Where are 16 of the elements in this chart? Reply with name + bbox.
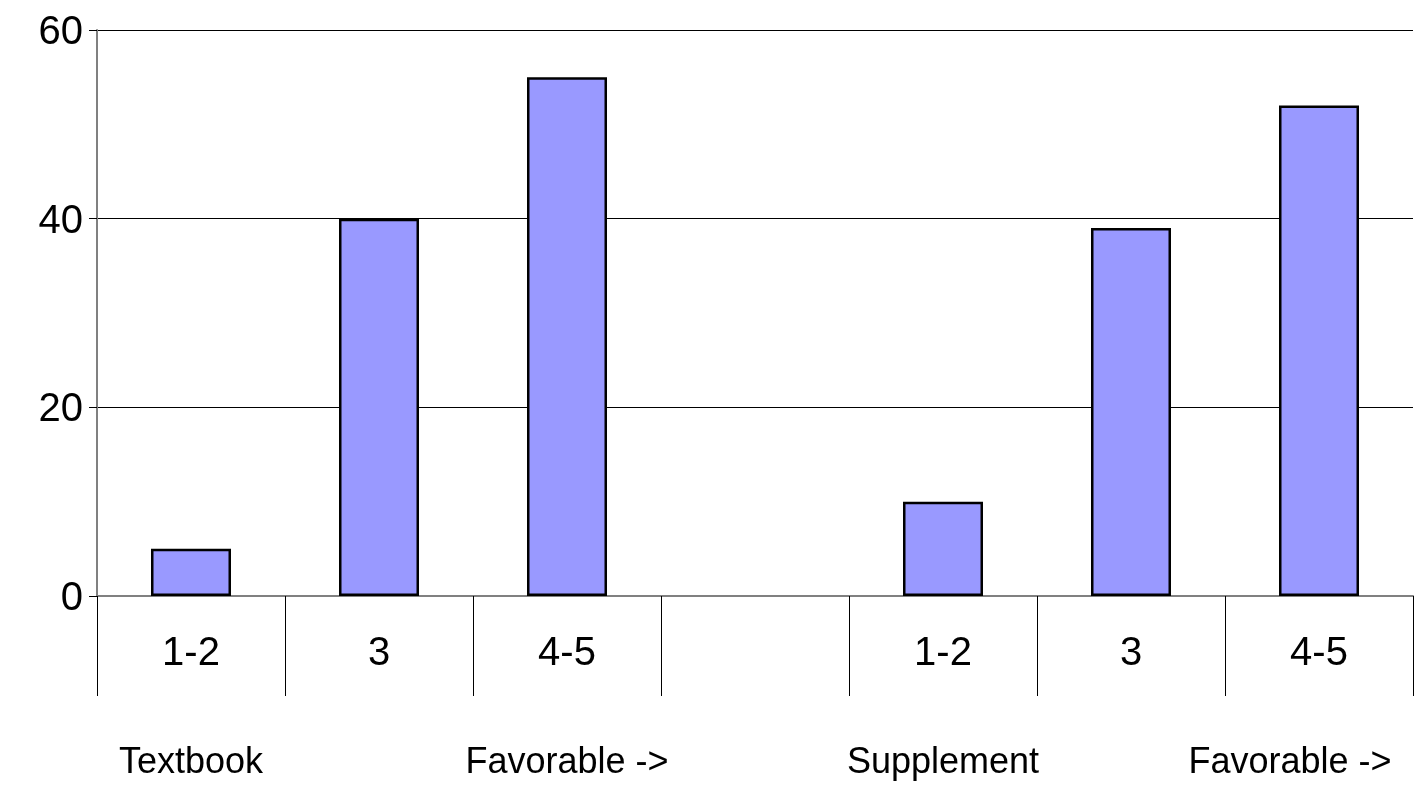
x-tick-label: 1-2 [162,629,220,673]
x-tick-label: 4-5 [1290,629,1348,673]
text: Supplement [846,739,1040,781]
text: Favorable -> [1188,739,1392,781]
x-tick-label: 3 [1119,629,1143,673]
bar [903,501,983,596]
x-tick-label: 3 [367,629,391,673]
y-tick-label: 20 [38,385,83,430]
y-tick-label: 0 [60,574,83,618]
x-tick-label: 1-2 [914,629,972,673]
text: Favorable -> [465,739,669,781]
bar [151,548,231,596]
y-tick-label: 60 [38,8,83,52]
y-tick-label: 40 [38,196,83,241]
x-tick-label: 4-5 [538,629,596,673]
text: Textbook [118,739,265,781]
